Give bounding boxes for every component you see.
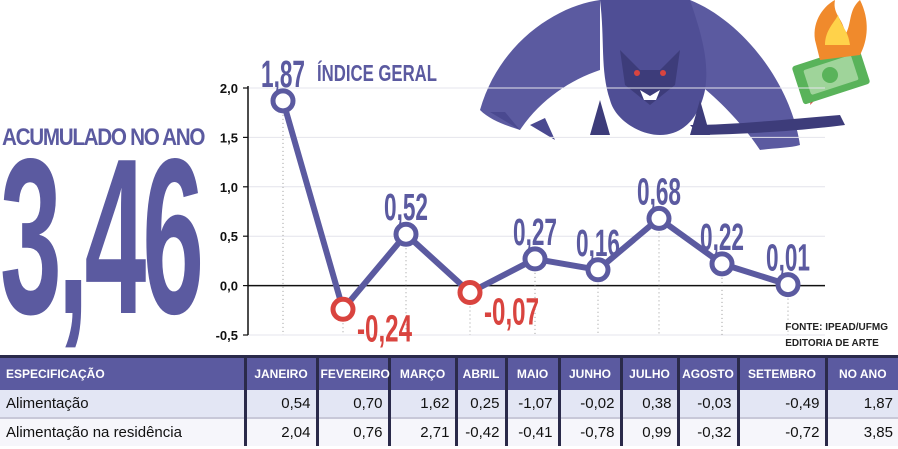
source-note: FONTE: IPEAD/UFMG EDITORIA DE ARTE	[785, 320, 888, 352]
table-cell: 3,85	[824, 417, 898, 446]
dragon-with-burning-money-icon	[480, 0, 870, 150]
data-label: 0,16	[576, 223, 620, 265]
table-cell: -0,49	[736, 390, 826, 418]
table-row: Alimentação na residência 2,04 0,76 2,71…	[0, 417, 898, 446]
table-row: Alimentação 0,54 0,70 1,62 0,25 -1,07 -0…	[0, 390, 898, 418]
data-label: -0,07	[484, 292, 539, 334]
table-cell: 0,54	[243, 390, 317, 418]
header-cell: ABRIL	[454, 355, 506, 390]
data-point	[270, 88, 296, 114]
y-tick-label: -0,5	[216, 328, 238, 343]
data-point	[775, 272, 801, 298]
y-tick-label: 1,5	[220, 130, 238, 145]
header-cell: AGOSTO	[676, 355, 738, 390]
table-cell: 1,87	[824, 390, 898, 418]
data-point	[330, 296, 356, 322]
table-cell: 1,62	[387, 390, 456, 418]
table-cell: -0,02	[557, 390, 621, 418]
table-cell: 2,71	[387, 417, 456, 446]
accumulated-label: ACUMULADO NO ANO	[2, 124, 205, 151]
data-label: 0,01	[766, 238, 810, 280]
header-cell: SETEMBRO	[736, 355, 826, 390]
data-point	[709, 251, 735, 277]
data-label: 0,22	[700, 217, 744, 259]
y-tick-label: 0,5	[220, 229, 238, 244]
data-point	[393, 221, 419, 247]
table-cell: Alimentação	[0, 390, 245, 418]
y-tick-label: 1,0	[220, 180, 238, 195]
data-label: 0,68	[637, 171, 681, 213]
accumulated-value: 3,46	[0, 113, 204, 361]
table-header-row: ESPECIFICAÇÃO JANEIRO FEVEREIRO MARÇO AB…	[0, 355, 898, 390]
table-cell: 0,76	[315, 417, 389, 446]
data-label: 1,87	[261, 54, 305, 96]
y-tick-label: 0,0	[220, 279, 238, 294]
data-label: -0,24	[357, 308, 412, 350]
header-cell: NO ANO	[824, 355, 898, 390]
y-tick-label: 2,0	[220, 81, 238, 96]
table-cell: 0,25	[454, 390, 506, 418]
table-cell: Alimentação na residência	[0, 417, 245, 446]
data-point	[522, 246, 548, 272]
header-cell: JULHO	[619, 355, 678, 390]
data-label: 0,52	[384, 187, 428, 229]
header-cell: ESPECIFICAÇÃO	[0, 355, 245, 390]
data-point	[457, 280, 483, 306]
chart-title: ÍNDICE GERAL	[317, 59, 437, 86]
table-cell: 2,04	[243, 417, 317, 446]
data-table: ESPECIFICAÇÃO JANEIRO FEVEREIRO MARÇO AB…	[0, 355, 898, 446]
table-cell: -0,78	[557, 417, 621, 446]
credit-line: EDITORIA DE ARTE	[785, 338, 879, 349]
table-cell: -0,72	[736, 417, 826, 446]
data-point	[585, 257, 611, 283]
table-cell: -0,03	[676, 390, 738, 418]
table-cell: 0,70	[315, 390, 389, 418]
header-cell: FEVEREIRO	[315, 355, 390, 390]
table-cell: -0,42	[454, 417, 506, 446]
header-cell: JUNHO	[557, 355, 621, 390]
table-cell: -1,07	[504, 390, 559, 418]
header-cell: JANEIRO	[243, 355, 317, 390]
data-label: 0,27	[513, 212, 557, 254]
table-cell: -0,32	[676, 417, 738, 446]
table-cell: 0,99	[619, 417, 678, 446]
source-line: FONTE: IPEAD/UFMG	[785, 322, 888, 333]
line-chart: 2,0 1,5 1,0 0,5 0,0 -0,5 1,87 -0,24 0,52 -0,07 0,…	[216, 0, 870, 350]
data-point	[646, 205, 672, 231]
header-cell: MAIO	[504, 355, 559, 390]
table-cell: -0,41	[504, 417, 559, 446]
table-cell: 0,38	[619, 390, 678, 418]
header-cell: MARÇO	[387, 355, 456, 390]
